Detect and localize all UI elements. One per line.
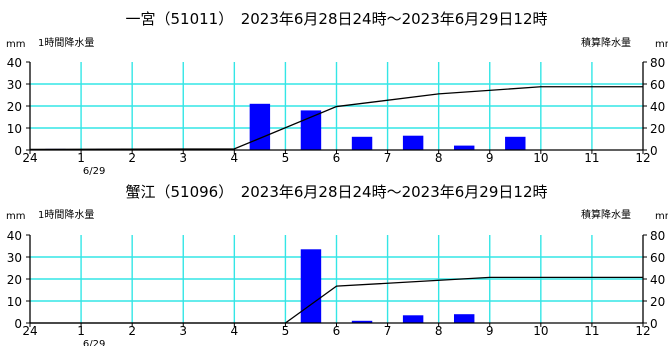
hourly-bar [453, 145, 475, 150]
x-tick-label: 5 [282, 151, 290, 165]
right-axis-label: 積算降水量 [581, 208, 631, 221]
right-tick-label: 80 [650, 56, 665, 70]
right-tick-label: 60 [650, 78, 665, 92]
date-label: 6/29 [83, 166, 105, 177]
left-tick-label: 10 [7, 122, 22, 136]
x-tick-label: 10 [533, 324, 548, 338]
right-tick-label: 60 [650, 251, 665, 265]
hourly-bar [300, 110, 322, 150]
x-tick-label: 11 [584, 324, 599, 338]
x-tick-label: 24 [22, 324, 37, 338]
left-unit-label: mm [6, 211, 25, 222]
x-tick-label: 9 [486, 151, 494, 165]
hourly-bar [505, 136, 526, 150]
x-tick-label: 8 [435, 151, 443, 165]
hourly-bar [402, 135, 424, 150]
left-tick-label: 20 [7, 273, 22, 287]
x-tick-label: 10 [533, 151, 548, 165]
x-tick-label: 8 [435, 324, 443, 338]
right-tick-label: 0 [650, 317, 658, 331]
x-tick-label: 6 [333, 151, 341, 165]
right-unit-label: mm [655, 211, 668, 222]
x-tick-label: 11 [584, 151, 599, 165]
right-axis-label: 積算降水量 [581, 36, 631, 49]
x-tick-label: 9 [486, 324, 494, 338]
left-tick-label: 30 [7, 78, 22, 92]
cumulative-line [29, 86, 643, 151]
x-tick-label: 4 [231, 151, 239, 165]
x-tick-label: 7 [384, 151, 392, 165]
right-tick-label: 20 [650, 295, 665, 309]
x-tick-label: 4 [231, 324, 239, 338]
hourly-bar [402, 315, 424, 323]
chart-title: 一宮（51011） 2023年6月28日24時～2023年6月29日12時 [125, 10, 547, 28]
hourly-bar [351, 136, 373, 150]
right-tick-label: 40 [650, 100, 665, 114]
left-tick-label: 20 [7, 100, 22, 114]
x-tick-label: 2 [128, 324, 136, 338]
x-tick-label: 3 [179, 151, 187, 165]
x-tick-label: 7 [384, 324, 392, 338]
x-tick-label: 5 [282, 324, 290, 338]
x-tick-label: 3 [179, 324, 187, 338]
x-tick-label: 24 [22, 151, 37, 165]
right-tick-label: 20 [650, 122, 665, 136]
x-tick-label: 12 [635, 151, 650, 165]
left-axis-label: 1時間降水量 [38, 208, 94, 221]
x-tick-label: 6 [333, 324, 341, 338]
x-tick-label: 2 [128, 151, 136, 165]
chart-panel-1: 一宮（51011） 2023年6月28日24時～2023年6月29日12時 mm 1… [6, 10, 668, 177]
left-axis-label: 1時間降水量 [38, 36, 94, 49]
left-unit-label: mm [6, 39, 25, 50]
left-tick-label: 10 [7, 295, 22, 309]
left-tick-label: 30 [7, 251, 22, 265]
x-tick-label: 1 [77, 324, 85, 338]
hourly-bar [453, 314, 475, 323]
right-tick-label: 0 [650, 144, 658, 158]
gridlines [30, 235, 643, 323]
right-tick-label: 80 [650, 229, 665, 243]
chart-panel-2: 蟹江（51096） 2023年6月28日24時～2023年6月29日12時 mm 1… [6, 183, 668, 350]
hourly-bar [300, 249, 322, 323]
left-tick-label: 0 [14, 317, 22, 331]
x-tick-label: 12 [635, 324, 650, 338]
gridlines [30, 62, 643, 150]
x-tick-label: 1 [77, 151, 85, 165]
left-tick-label: 40 [7, 56, 22, 70]
right-tick-label: 40 [650, 273, 665, 287]
hourly-bar [351, 320, 373, 323]
chart-title: 蟹江（51096） 2023年6月28日24時～2023年6月29日12時 [125, 183, 547, 201]
left-tick-label: 0 [14, 144, 22, 158]
date-label: 6/29 [83, 339, 105, 346]
hourly-bar [249, 103, 271, 150]
left-tick-label: 40 [7, 229, 22, 243]
right-unit-label: mm [655, 39, 668, 50]
